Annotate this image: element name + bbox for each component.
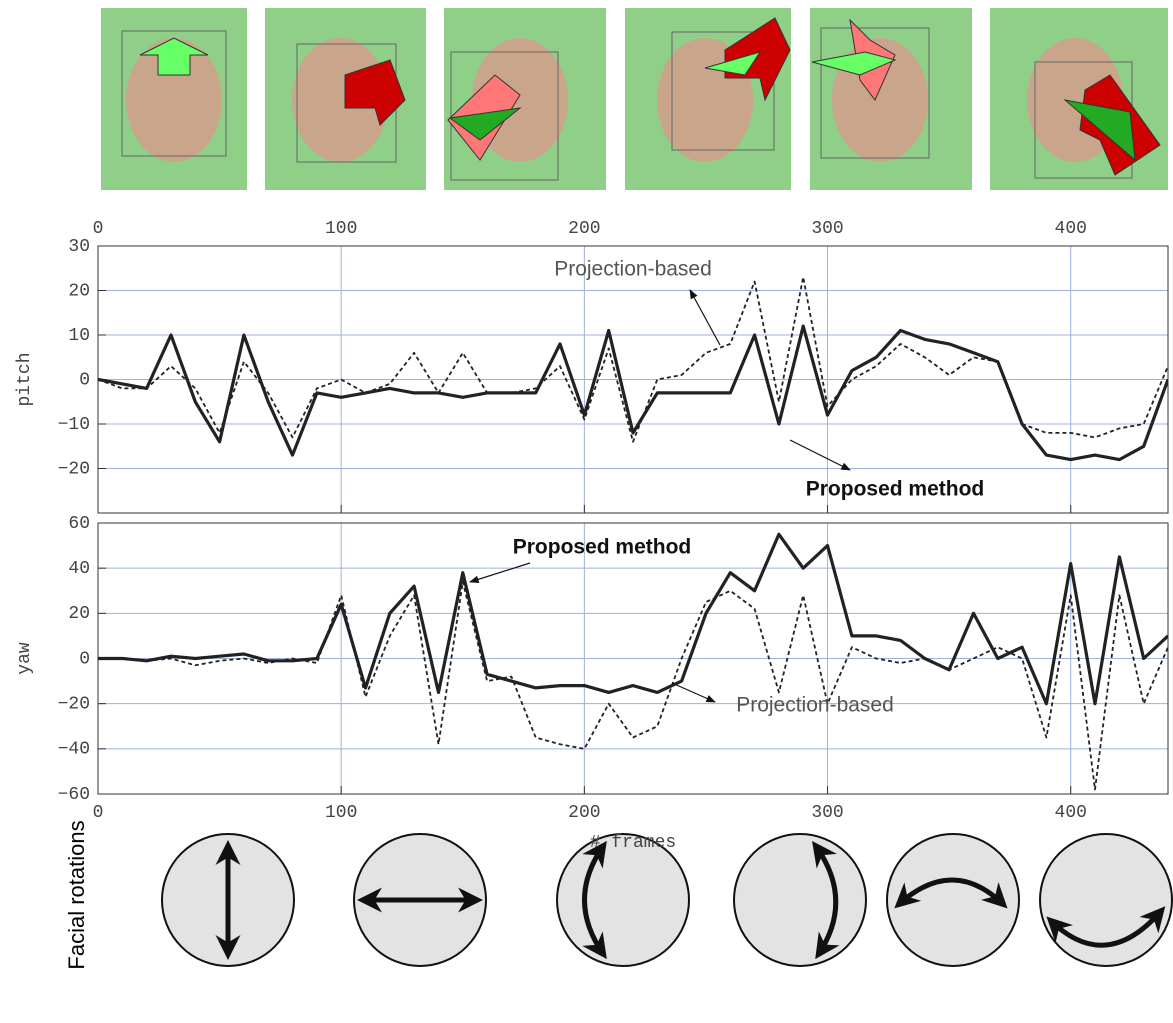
x-tick-label: 200 bbox=[568, 219, 600, 239]
rotation-icons bbox=[161, 833, 1173, 967]
y-axis-label: pitch bbox=[15, 352, 35, 406]
y-axis-label: yaw bbox=[15, 642, 35, 675]
y-tick-label: 40 bbox=[68, 559, 90, 579]
photo bbox=[625, 8, 791, 190]
x-tick-label: 0 bbox=[93, 219, 104, 239]
photo bbox=[990, 8, 1168, 190]
series-line bbox=[98, 276, 1168, 443]
y-tick-label: 30 bbox=[68, 237, 90, 257]
y-tick-label: 20 bbox=[68, 604, 90, 624]
icon-circle bbox=[556, 833, 690, 967]
annotation: Projection-based bbox=[554, 258, 712, 281]
photo bbox=[101, 8, 247, 190]
annotation: Projection-based bbox=[736, 694, 894, 717]
photo-strip bbox=[101, 8, 1168, 190]
annotation-arrow bbox=[689, 289, 721, 346]
annotation-arrow bbox=[789, 439, 851, 471]
annotation-arrow bbox=[671, 682, 716, 703]
series-line bbox=[98, 324, 1168, 462]
arrow bbox=[582, 840, 607, 960]
photo bbox=[810, 8, 972, 190]
y-tick-label: 20 bbox=[68, 281, 90, 301]
y-tick-label: 0 bbox=[79, 649, 90, 669]
side-label: Facial rotations bbox=[64, 820, 89, 969]
annotation: Proposed method bbox=[513, 536, 692, 559]
arrow bbox=[812, 840, 840, 960]
series-line bbox=[98, 580, 1168, 791]
y-tick-label: −20 bbox=[58, 694, 90, 714]
x-tick-label: 100 bbox=[325, 219, 357, 239]
annotation-arrow bbox=[469, 562, 531, 584]
annotation: Proposed method bbox=[806, 478, 985, 501]
arrow bbox=[894, 877, 1008, 909]
x-tick-label: 300 bbox=[811, 219, 843, 239]
x-tick-label: 300 bbox=[811, 803, 843, 823]
series-line bbox=[98, 532, 1168, 706]
y-tick-label: 10 bbox=[68, 326, 90, 346]
y-tick-label: −10 bbox=[58, 415, 90, 435]
y-tick-label: −40 bbox=[58, 740, 90, 760]
x-tick-label: 0 bbox=[93, 803, 104, 823]
x-axis-label: # frames bbox=[590, 833, 676, 853]
rotation-arrows bbox=[215, 840, 1166, 960]
y-tick-label: −20 bbox=[58, 459, 90, 479]
x-tick-label: 200 bbox=[568, 803, 600, 823]
x-tick-label: 400 bbox=[1055, 219, 1087, 239]
y-tick-label: 0 bbox=[79, 370, 90, 390]
photo bbox=[444, 8, 606, 190]
y-tick-label: −60 bbox=[58, 785, 90, 805]
x-tick-label: 400 bbox=[1055, 803, 1087, 823]
y-tick-label: 60 bbox=[68, 514, 90, 534]
photo bbox=[265, 8, 426, 190]
arrow bbox=[1046, 906, 1166, 948]
icon-circle bbox=[733, 833, 867, 967]
x-tick-label: 100 bbox=[325, 803, 357, 823]
